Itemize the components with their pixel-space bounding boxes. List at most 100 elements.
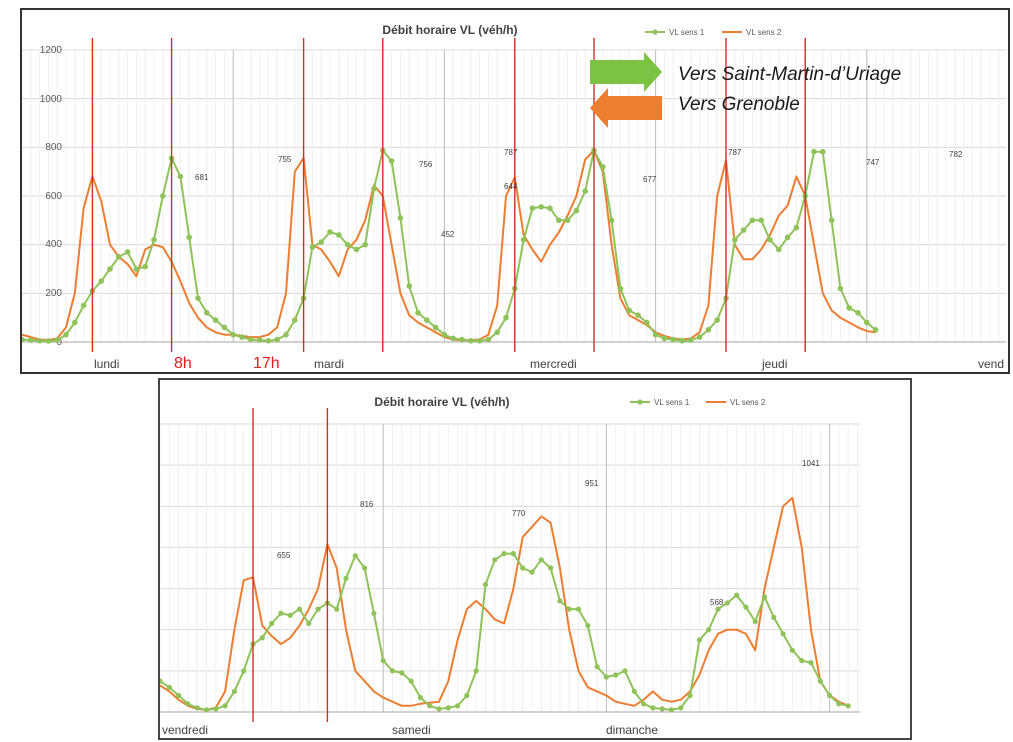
day-label-lundi: lundi <box>94 357 119 371</box>
data-point-sens1 <box>635 312 641 319</box>
data-point-sens1 <box>846 305 852 311</box>
data-point-sens1 <box>827 692 833 699</box>
data-point-sens1 <box>706 627 712 633</box>
data-point-sens1 <box>98 278 104 285</box>
data-point-sens1 <box>221 324 228 331</box>
data-point-sens1 <box>116 254 122 260</box>
peak-label: 756 <box>419 160 433 169</box>
series-group <box>22 147 879 344</box>
data-point-sens1 <box>529 569 535 575</box>
series-line-sens1 <box>22 149 877 342</box>
data-point-sens1 <box>362 241 369 248</box>
data-point-sens1 <box>248 336 254 343</box>
data-point-sens1 <box>582 188 588 194</box>
data-point-sens1 <box>482 581 489 588</box>
data-point-sens1 <box>617 285 624 292</box>
data-point-sens1 <box>283 331 289 338</box>
legend-label-sens1: VL sens 1 <box>669 28 705 37</box>
data-point-sens1 <box>836 701 842 707</box>
data-point-sens1 <box>799 658 805 664</box>
legend-label-sens2: VL sens 2 <box>746 28 782 37</box>
data-point-sens1 <box>820 148 826 155</box>
x-day-labels: vendredi samedi dimanche <box>162 723 658 737</box>
weekday-chart: 0 200 400 600 800 1000 1200 Débit horair… <box>20 8 1010 374</box>
peak-label: 951 <box>585 479 599 488</box>
data-point-sens1 <box>661 335 668 342</box>
data-point-sens1 <box>585 623 591 629</box>
data-point-sens1 <box>600 164 606 170</box>
data-point-sens1 <box>269 620 275 627</box>
peak-label: 681 <box>195 173 209 182</box>
data-point-sens1 <box>265 338 272 344</box>
weekend-chart: Débit horaire VL (véh/h) VL sens 1 VL se… <box>158 378 912 740</box>
data-point-sens1 <box>817 678 823 684</box>
data-point-sens1 <box>380 658 386 664</box>
data-point-sens1 <box>564 217 571 224</box>
y-tick-0: 0 <box>56 337 62 348</box>
data-point-sens1 <box>659 706 665 712</box>
data-point-sens1 <box>415 310 421 316</box>
data-point-sens1 <box>740 227 747 233</box>
arrow-right-green-icon <box>590 52 662 92</box>
y-tick-200: 200 <box>45 288 62 299</box>
data-point-sens1 <box>124 249 131 255</box>
data-point-sens1 <box>274 336 280 343</box>
series-line-sens2 <box>22 149 876 342</box>
data-point-sens1 <box>397 215 404 221</box>
data-point-sens1 <box>808 660 814 666</box>
data-point-sens1 <box>427 703 433 709</box>
legend-marker-sens1 <box>652 29 658 35</box>
weekday-chart-svg: 0 200 400 600 800 1000 1200 Débit horair… <box>22 23 1006 372</box>
peak-label: 755 <box>278 155 292 164</box>
vertical-markers <box>252 408 329 722</box>
data-point-sens1 <box>450 335 457 342</box>
data-point-sens1 <box>406 283 413 289</box>
data-point-sens1 <box>417 695 423 701</box>
data-point-sens1 <box>107 266 113 272</box>
data-point-sens1 <box>176 692 182 699</box>
data-point-sens1 <box>160 193 166 199</box>
data-point-sens1 <box>734 592 740 598</box>
data-point-sens1 <box>213 706 219 712</box>
data-point-sens1 <box>573 207 580 214</box>
data-point-sens1 <box>160 678 163 684</box>
chart-title: Débit horaire VL (véh/h) <box>374 395 509 409</box>
data-point-sens1 <box>318 239 325 245</box>
y-tick-1000: 1000 <box>40 94 63 105</box>
data-point-sens1 <box>142 263 148 270</box>
data-point-sens1 <box>644 319 650 326</box>
data-point-sens1 <box>399 670 405 676</box>
peak-label: 770 <box>512 509 526 518</box>
data-point-sens1 <box>538 557 544 563</box>
chart-title: Débit horaire VL (véh/h) <box>382 23 517 37</box>
data-point-sens1 <box>594 664 600 670</box>
x-day-labels: lundi mardi mercredi jeudi vend 8h 17h <box>94 355 1004 372</box>
series-group <box>160 496 851 713</box>
data-point-sens1 <box>688 337 694 343</box>
data-point-sens1 <box>510 551 516 557</box>
hour-label-17h: 17h <box>253 355 280 372</box>
peak-label: 1041 <box>802 459 820 468</box>
day-label-vend: vend <box>978 357 1004 371</box>
data-point-sens1 <box>520 565 526 571</box>
data-point-sens1 <box>776 246 782 253</box>
data-point-sens1 <box>668 707 675 713</box>
data-point-sens1 <box>259 635 265 641</box>
data-point-sens1 <box>468 338 474 344</box>
data-point-sens1 <box>679 338 685 344</box>
data-point-sens1 <box>424 317 430 323</box>
data-point-sens1 <box>222 703 228 709</box>
data-point-sens1 <box>732 237 738 243</box>
data-point-sens1 <box>520 237 527 243</box>
data-point-sens1 <box>715 606 721 612</box>
peak-label: 655 <box>277 551 291 560</box>
data-point-sens1 <box>344 241 351 248</box>
data-point-sens1 <box>296 606 303 612</box>
data-point-sens1 <box>455 703 461 709</box>
data-point-sens1 <box>231 688 237 694</box>
peak-label: 787 <box>728 148 742 157</box>
data-point-sens1 <box>239 334 245 340</box>
data-point-sens1 <box>767 237 773 243</box>
data-point-sens1 <box>353 246 360 253</box>
data-point-sens1 <box>485 336 492 343</box>
